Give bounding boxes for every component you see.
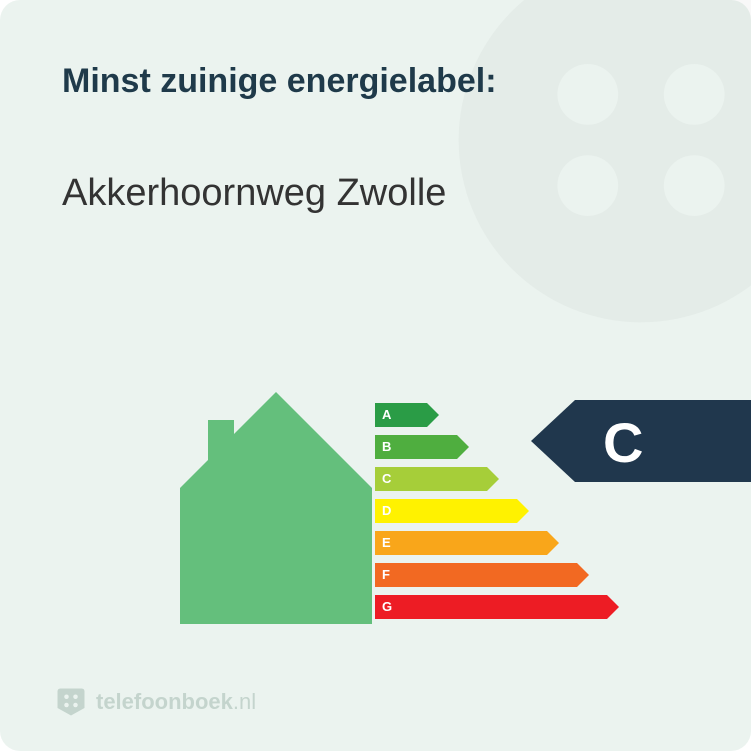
watermark-icon [451,0,751,330]
energy-label-graphic: ABCDEFG [180,392,580,632]
energy-letter: C [382,467,391,491]
energy-letter: A [382,403,391,427]
energy-letter: E [382,531,391,555]
brand-light: .nl [233,689,256,714]
brand-bold: telefoonboek [96,689,233,714]
energy-letter: G [382,595,392,619]
energy-bar [375,499,529,523]
address-subtitle: Akkerhoornweg Zwolle [62,172,446,215]
energy-letter: D [382,499,391,523]
energy-bar [375,595,619,619]
energy-letter: F [382,563,390,587]
house-icon [180,392,372,629]
energy-bar [375,467,499,491]
highlight-pointer: C [531,400,751,482]
energy-bar [375,531,559,555]
page-title: Minst zuinige energielabel: [62,62,497,101]
brand-text: telefoonboek.nl [96,689,256,715]
card: Minst zuinige energielabel: Akkerhoornwe… [0,0,751,751]
energy-letter: B [382,435,391,459]
footer-brand: telefoonboek.nl [56,687,256,717]
brand-icon [56,687,86,717]
energy-bar [375,563,589,587]
highlight-letter: C [603,410,643,475]
